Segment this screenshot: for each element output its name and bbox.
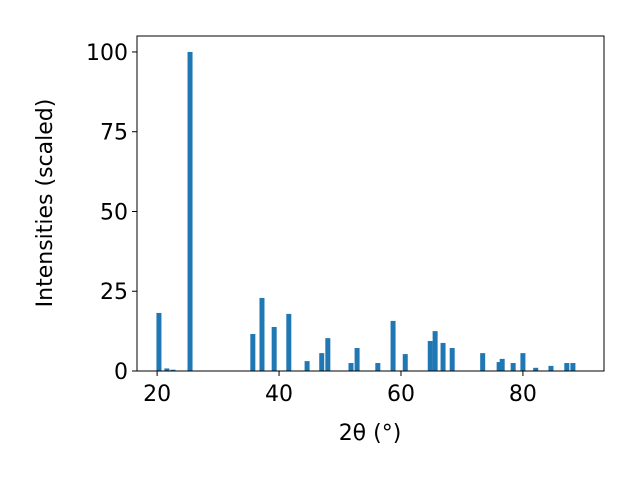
bar (570, 363, 576, 371)
bar (427, 341, 433, 371)
bar (156, 312, 162, 371)
bar (480, 353, 486, 371)
bar (375, 363, 381, 371)
bar (271, 326, 277, 371)
bar (250, 333, 256, 371)
bar (259, 297, 265, 371)
bar (319, 353, 325, 371)
bar (390, 320, 396, 371)
y-tick-label: 25 (100, 280, 128, 305)
bar (286, 313, 292, 371)
y-tick-label: 50 (100, 200, 128, 225)
x-tick-label: 80 (509, 382, 537, 407)
bar (449, 348, 455, 371)
bar (496, 362, 502, 371)
y-tick-label: 75 (100, 121, 128, 146)
bar (533, 367, 539, 371)
bar (510, 363, 516, 371)
bar (548, 365, 554, 371)
bar (164, 368, 170, 371)
bar (354, 348, 360, 371)
plot-frame (136, 35, 605, 372)
bar (564, 363, 570, 371)
bar (325, 338, 331, 371)
y-tick-label: 0 (114, 360, 128, 385)
y-axis-label: Intensities (scaled) (33, 99, 58, 308)
bar (432, 331, 438, 371)
bar (187, 51, 193, 371)
bar (348, 363, 354, 371)
bar (402, 354, 408, 371)
bar (499, 358, 505, 371)
x-tick-label: 20 (143, 382, 171, 407)
bar (440, 342, 446, 371)
bar (304, 361, 310, 371)
bar (520, 353, 526, 371)
x-tick-label: 60 (387, 382, 415, 407)
y-tick-label: 100 (86, 41, 128, 66)
x-tick-label: 40 (265, 382, 293, 407)
x-axis-label: 2θ (°) (339, 421, 402, 446)
bar (170, 369, 176, 371)
